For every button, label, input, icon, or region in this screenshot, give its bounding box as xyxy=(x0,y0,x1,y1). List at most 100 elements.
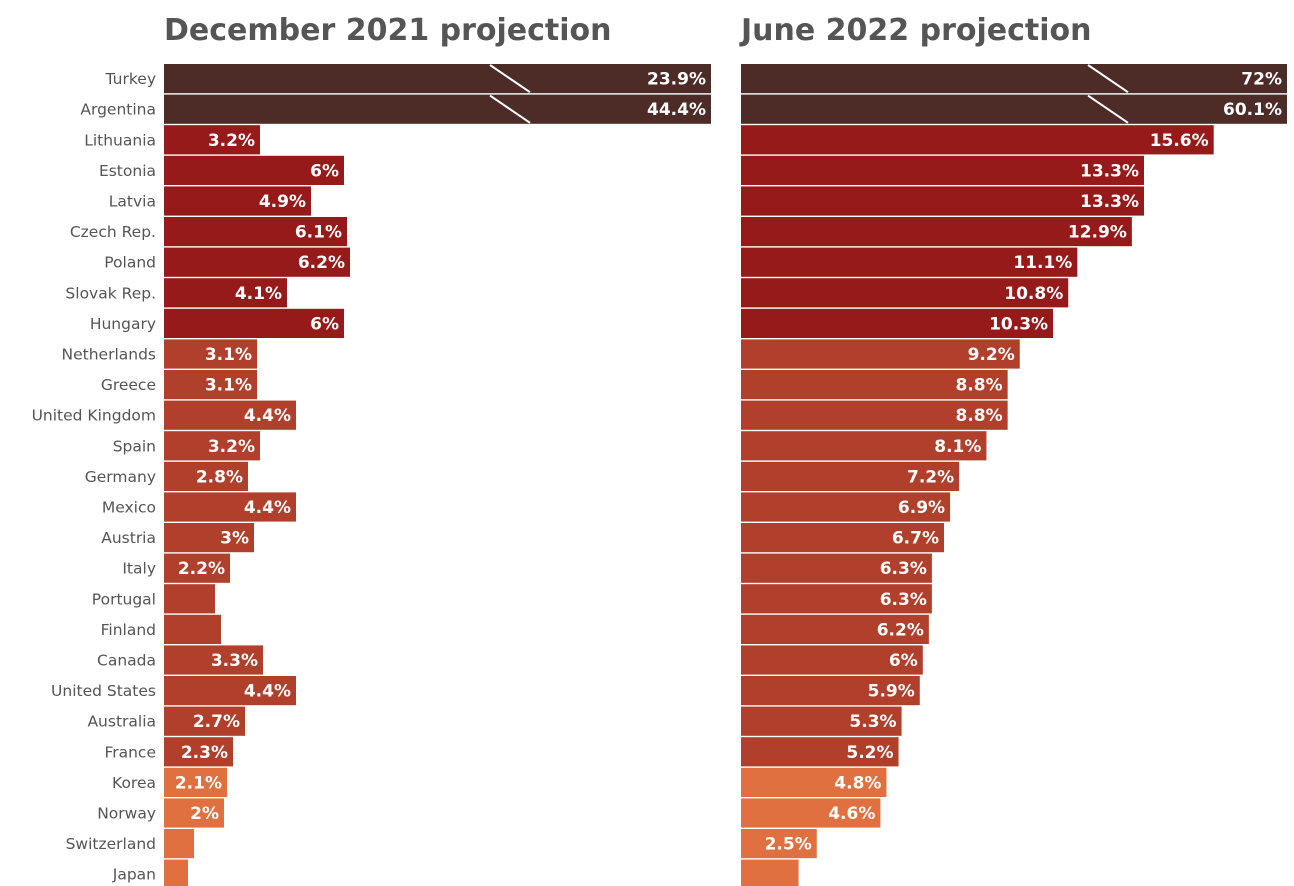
country-label-czech-rep: Czech Rep. xyxy=(70,223,156,241)
value-label-slovak-rep: 10.8% xyxy=(1004,284,1063,304)
bar-korea xyxy=(741,767,887,797)
bars-december-2021 xyxy=(164,64,711,886)
bar-austria xyxy=(164,523,254,553)
bar-japan xyxy=(741,859,799,886)
bar-mexico xyxy=(741,492,951,522)
country-label-finland: Finland xyxy=(101,621,156,639)
country-label-argentina: Argentina xyxy=(80,101,156,119)
country-label-australia: Australia xyxy=(87,713,156,731)
value-label-hungary: 6% xyxy=(310,314,339,334)
bar-australia xyxy=(741,706,902,736)
bar-greece xyxy=(164,370,257,400)
bar-portugal xyxy=(741,584,932,614)
bar-latvia xyxy=(164,186,311,216)
value-label-poland: 6.2% xyxy=(298,253,345,273)
bar-korea xyxy=(164,767,227,797)
bar-switzerland xyxy=(164,829,194,859)
bar-united-kingdom xyxy=(741,400,1008,430)
value-label-mexico: 4.4% xyxy=(244,498,291,518)
value-label-argentina: 60.1% xyxy=(1223,100,1282,120)
value-label-austria: 6.7% xyxy=(892,529,939,549)
value-label-finland: 6.2% xyxy=(877,620,924,640)
value-label-germany: 7.2% xyxy=(907,467,954,487)
bar-estonia xyxy=(164,155,344,185)
value-label-portugal: 6.3% xyxy=(880,590,927,610)
bar-mexico xyxy=(164,492,296,522)
bar-czech-rep xyxy=(164,217,347,247)
country-label-italy: Italy xyxy=(122,560,156,578)
value-labels-june-2022: 72% 60.1% 15.6% 13.3% 13.3% 12.9% 11.1% 10.8% 10… xyxy=(765,70,1282,855)
bar-finland xyxy=(164,614,221,644)
bar-spain xyxy=(741,431,987,461)
country-label-slovak-rep: Slovak Rep. xyxy=(65,284,156,302)
value-label-norway: 2% xyxy=(190,804,219,824)
bar-japan xyxy=(164,859,188,886)
bar-slovak-rep xyxy=(741,278,1069,308)
value-label-latvia: 4.9% xyxy=(259,192,306,212)
country-label-switzerland: Switzerland xyxy=(66,835,156,853)
value-label-turkey: 72% xyxy=(1241,70,1282,90)
value-label-hungary: 10.3% xyxy=(989,314,1048,334)
value-label-germany: 2.8% xyxy=(196,467,243,487)
value-labels-december-2021: 23.9%44.4%3.2%6%4.9%6.1%6.2%4.1%6%3.1%3.… xyxy=(175,70,706,824)
panel-title-june-2022: June 2022 projection xyxy=(739,13,1092,48)
country-label-germany: Germany xyxy=(85,468,156,486)
panel-title-december-2021: December 2021 projection xyxy=(164,13,612,48)
bar-france xyxy=(741,737,899,767)
bar-italy xyxy=(741,553,932,583)
bar-poland xyxy=(164,247,350,277)
value-label-united-states: 5.9% xyxy=(868,682,915,702)
country-label-lithuania: Lithuania xyxy=(84,131,156,149)
value-label-mexico: 6.9% xyxy=(898,498,945,518)
value-label-australia: 5.3% xyxy=(849,712,896,732)
bar-slovak-rep xyxy=(164,278,287,308)
value-label-poland: 11.1% xyxy=(1013,253,1072,273)
value-label-turkey: 23.9% xyxy=(647,70,706,90)
value-label-korea: 4.8% xyxy=(834,773,881,793)
value-label-united-kingdom: 4.4% xyxy=(244,406,291,426)
value-label-estonia: 6% xyxy=(310,161,339,181)
value-label-switzerland: 2.5% xyxy=(765,835,812,855)
bar-united-kingdom xyxy=(164,400,296,430)
country-label-latvia: Latvia xyxy=(109,193,156,211)
bar-latvia xyxy=(741,186,1144,216)
value-label-lithuania: 3.2% xyxy=(208,131,255,151)
value-label-spain: 3.2% xyxy=(208,437,255,457)
bar-lithuania xyxy=(741,125,1214,155)
bar-france xyxy=(164,737,233,767)
value-label-netherlands: 3.1% xyxy=(205,345,252,365)
bar-portugal xyxy=(164,584,215,614)
country-label-korea: Korea xyxy=(112,774,156,792)
bar-argentina xyxy=(741,94,1287,124)
bar-norway xyxy=(164,798,224,828)
value-label-united-states: 4.4% xyxy=(244,682,291,702)
bar-argentina xyxy=(164,94,711,124)
bar-lithuania xyxy=(164,125,260,155)
value-label-korea: 2.1% xyxy=(175,773,222,793)
bar-united-states xyxy=(741,676,920,706)
bar-norway xyxy=(741,798,881,828)
country-label-austria: Austria xyxy=(101,529,156,547)
value-label-netherlands: 9.2% xyxy=(968,345,1015,365)
bar-finland xyxy=(741,614,929,644)
value-label-france: 5.2% xyxy=(846,743,893,763)
value-label-slovak-rep: 4.1% xyxy=(235,284,282,304)
value-label-norway: 4.6% xyxy=(828,804,875,824)
country-label-portugal: Portugal xyxy=(92,590,156,608)
bar-canada xyxy=(164,645,263,675)
country-label-japan: Japan xyxy=(112,866,156,884)
bar-italy xyxy=(164,553,230,583)
value-label-lithuania: 15.6% xyxy=(1150,131,1209,151)
country-label-united-kingdom: United Kingdom xyxy=(32,407,156,425)
country-label-hungary: Hungary xyxy=(90,315,156,333)
bar-switzerland xyxy=(741,829,817,859)
value-label-austria: 3% xyxy=(220,529,249,549)
axis-break-turkey xyxy=(489,64,531,94)
value-label-australia: 2.7% xyxy=(193,712,240,732)
bar-turkey xyxy=(741,64,1287,94)
country-labels: Turkey Argentina Lithuania Estonia Latvia Cze… xyxy=(32,70,156,884)
country-label-netherlands: Netherlands xyxy=(62,346,156,364)
axis-break-argentina xyxy=(489,94,531,124)
country-label-norway: Norway xyxy=(97,805,156,823)
